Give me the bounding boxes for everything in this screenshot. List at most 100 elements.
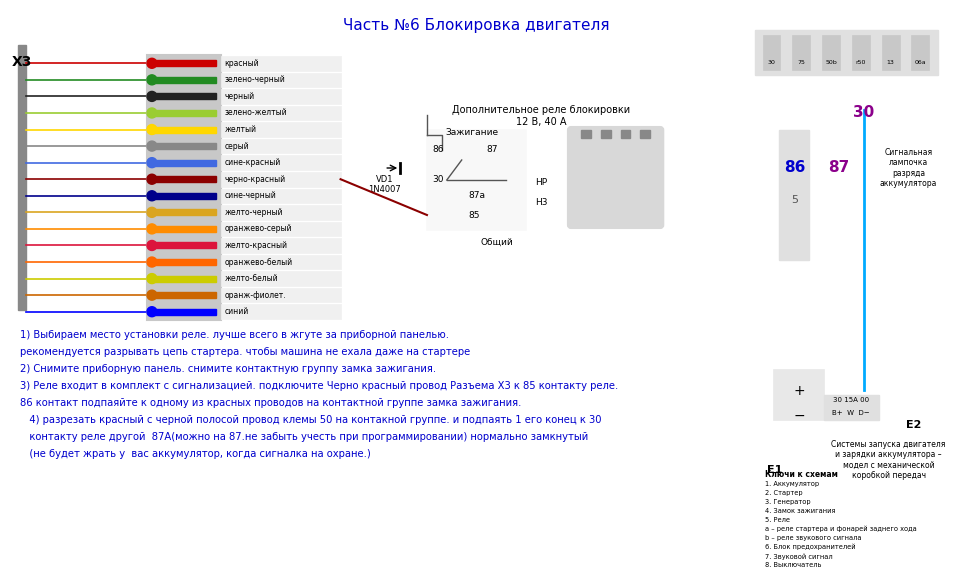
Circle shape <box>147 108 156 118</box>
Text: 86: 86 <box>432 145 444 154</box>
Bar <box>780 130 809 260</box>
Text: E2: E2 <box>906 420 922 430</box>
Circle shape <box>147 224 156 234</box>
Circle shape <box>147 75 156 85</box>
Circle shape <box>147 58 156 68</box>
Bar <box>762 35 780 70</box>
Circle shape <box>147 241 156 250</box>
Bar <box>147 55 222 320</box>
Bar <box>152 226 216 232</box>
Text: 7. Звуковой сигнал: 7. Звуковой сигнал <box>764 553 832 560</box>
Text: 13: 13 <box>887 60 895 65</box>
Text: контакту реле другой  87А(можно на 87.не забыть учесть при программировании) нор: контакту реле другой 87А(можно на 87.не … <box>20 432 588 442</box>
Text: рекомендуется разрывать цепь стартера. чтобы машина не ехала даже на стартере: рекомендуется разрывать цепь стартера. ч… <box>20 347 470 357</box>
Circle shape <box>147 124 156 135</box>
Bar <box>222 288 341 303</box>
Text: а – реле стартера и фонарей заднего хода: а – реле стартера и фонарей заднего хода <box>764 526 916 532</box>
Text: 30 15А 00: 30 15А 00 <box>833 397 869 403</box>
Text: 3. Генератор: 3. Генератор <box>764 499 810 505</box>
Text: оранжево-серый: оранжево-серый <box>225 225 292 233</box>
Text: 87: 87 <box>487 145 498 154</box>
Text: Дополнительное реле блокировки
12 В, 40 А: Дополнительное реле блокировки 12 В, 40 … <box>452 105 630 127</box>
Circle shape <box>147 307 156 317</box>
Text: B+  W  D−: B+ W D− <box>832 410 870 416</box>
Bar <box>152 292 216 298</box>
Text: 2) Снимите приборную панель. снимите контактную группу замка зажигания.: 2) Снимите приборную панель. снимите кон… <box>20 364 436 374</box>
Bar <box>775 370 824 420</box>
Text: красный: красный <box>225 59 259 68</box>
Bar <box>222 205 341 219</box>
Bar <box>222 139 341 153</box>
Bar <box>822 35 840 70</box>
Bar <box>152 160 216 166</box>
Text: оранж-фиолет.: оранж-фиолет. <box>225 291 286 300</box>
Text: НР: НР <box>535 178 547 187</box>
Text: −: − <box>794 409 805 423</box>
Bar <box>222 304 341 319</box>
Text: Ключи к схемам: Ключи к схемам <box>764 470 837 479</box>
Bar <box>222 172 341 186</box>
Text: Системы запуска двигателя
и зарядки аккумулятора –
модел с механической
коробкой: Системы запуска двигателя и зарядки акку… <box>831 440 946 480</box>
Bar <box>222 56 341 71</box>
Text: 06a: 06a <box>915 60 926 65</box>
Bar <box>581 130 590 138</box>
Text: Часть №6 Блокировка двигателя: Часть №6 Блокировка двигателя <box>344 18 610 33</box>
Bar <box>152 93 216 99</box>
Text: 2. Стартер: 2. Стартер <box>764 490 803 496</box>
Text: 85: 85 <box>468 210 480 219</box>
Text: 4) разрезать красный с черной полосой провод клемы 50 на контакной группе. и под: 4) разрезать красный с черной полосой пр… <box>20 415 601 425</box>
Bar <box>152 209 216 215</box>
Text: зелено-черный: зелено-черный <box>225 75 285 84</box>
Circle shape <box>147 158 156 168</box>
Circle shape <box>147 191 156 201</box>
Text: черный: черный <box>225 92 254 101</box>
Bar <box>222 255 341 269</box>
Circle shape <box>147 290 156 300</box>
FancyBboxPatch shape <box>568 127 663 228</box>
Bar <box>152 110 216 116</box>
Bar <box>152 259 216 265</box>
Text: желтый: желтый <box>225 125 256 134</box>
Bar <box>222 105 341 120</box>
Bar <box>852 35 870 70</box>
Bar <box>152 143 216 149</box>
Text: Н3: Н3 <box>535 198 547 207</box>
Bar <box>222 238 341 253</box>
Text: VD1
1N4007: VD1 1N4007 <box>368 175 400 194</box>
Bar <box>222 156 341 170</box>
Circle shape <box>147 141 156 151</box>
Bar <box>152 242 216 249</box>
Text: 3) Реле входит в комплект с сигнализацией. подключите Черно красный провод Разъе: 3) Реле входит в комплект с сигнализацие… <box>20 381 618 391</box>
Text: 4. Замок зажигания: 4. Замок зажигания <box>764 508 835 514</box>
Text: 30: 30 <box>432 176 444 185</box>
Text: 30: 30 <box>853 105 875 120</box>
Text: черно-красный: черно-красный <box>225 175 285 184</box>
Text: r50: r50 <box>855 60 866 65</box>
Text: (не будет жрать у  вас аккумулятор, когда сигналка на охране.): (не будет жрать у вас аккумулятор, когда… <box>20 449 371 459</box>
Bar <box>152 193 216 199</box>
Text: 75: 75 <box>798 60 805 65</box>
Text: +: + <box>794 384 805 398</box>
Text: 8. Выключатель: 8. Выключатель <box>764 562 821 568</box>
Circle shape <box>147 174 156 184</box>
Bar <box>18 45 26 310</box>
Bar <box>152 127 216 133</box>
Bar <box>222 222 341 236</box>
Bar <box>755 30 938 75</box>
Text: серый: серый <box>225 141 249 150</box>
Text: Общий: Общий <box>480 238 513 247</box>
Text: оранжево-белый: оранжево-белый <box>225 258 293 267</box>
Text: сине-черный: сине-черный <box>225 192 276 200</box>
Bar <box>152 176 216 182</box>
Bar <box>792 35 810 70</box>
Text: E1: E1 <box>767 465 782 475</box>
Bar <box>152 60 216 66</box>
Text: 86 контакт подпаяйте к одному из красных проводов на контактной группе замка заж: 86 контакт подпаяйте к одному из красных… <box>20 398 521 408</box>
Bar <box>427 130 526 230</box>
Bar <box>222 89 341 104</box>
Text: 30: 30 <box>768 60 776 65</box>
Text: сине-красный: сине-красный <box>225 158 280 167</box>
Text: 5. Реле: 5. Реле <box>764 517 789 523</box>
Text: 86: 86 <box>783 160 805 175</box>
Bar <box>152 77 216 83</box>
